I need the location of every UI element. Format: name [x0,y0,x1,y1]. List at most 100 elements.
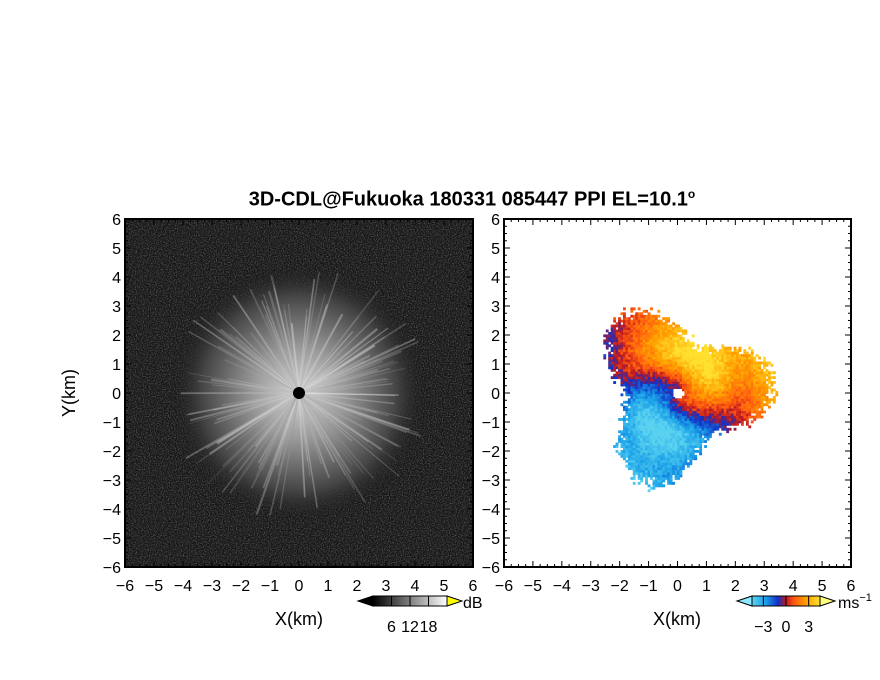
velocity-cell [706,366,710,370]
velocity-cell [640,378,644,382]
velocity-cell [672,341,676,345]
velocity-cell [679,346,683,350]
velocity-cell [736,391,739,394]
velocity-cell [743,415,747,419]
velocity-cell [704,398,707,402]
velocity-cell [650,378,653,382]
velocity-cell [642,339,646,343]
velocity-cell [733,373,737,377]
velocity-cell [701,408,705,412]
velocity-cell [650,440,653,443]
velocity-cell [706,378,710,382]
velocity-cell [699,425,703,429]
velocity-cell [726,418,730,421]
velocity-cell [679,373,683,377]
velocity-cell [618,373,621,377]
velocity-cell [694,366,698,370]
velocity-cell [763,359,766,362]
velocity-cell [716,381,720,384]
velocity-cell [672,368,676,372]
velocity-cell [674,432,678,436]
velocity-cell [706,405,710,409]
echo-ray [298,377,386,394]
velocity-cell [704,418,707,421]
velocity-cell [652,339,656,343]
velocity-cell [684,420,688,424]
velocity-cell [650,341,653,345]
velocity-cell [667,472,671,475]
velocity-cell [686,339,690,343]
velocity-cell [659,450,663,453]
velocity-cell [654,472,658,475]
echo-ray [207,392,300,485]
velocity-cell [679,467,683,471]
velocity-cell [645,359,648,362]
velocity-cell [750,386,754,389]
velocity-cell [613,361,617,365]
velocity-cell [677,459,680,463]
velocity-cell [664,413,668,416]
velocity-cell [667,400,671,404]
velocity-cell [721,376,725,380]
velocity-cell [745,398,749,402]
velocity-cell [684,332,688,335]
velocity-cell [743,405,747,409]
velocity-cell [657,437,661,441]
velocity-cell [684,415,688,419]
velocity-cell [684,349,688,353]
velocity-cell [647,408,651,412]
echo-ray [298,315,377,394]
velocity-cell [721,361,725,365]
velocity-cell [637,477,641,480]
velocity-cell [669,371,673,375]
velocity-cell [662,324,666,328]
velocity-cell [637,459,641,463]
velocity-cell [701,386,705,389]
velocity-cell [682,363,685,367]
velocity-cell [647,474,651,478]
velocity-cell [657,351,661,355]
velocity-cell [637,467,641,471]
velocity-cell [620,403,624,407]
velocity-cell [677,329,680,333]
velocity-cell [672,450,676,453]
velocity-cell [664,437,668,441]
velocity-cell [632,351,636,355]
velocity-cell [731,408,734,412]
velocity-cell [674,361,678,365]
velocity-cell [630,349,634,353]
velocity-cell [664,332,668,335]
velocity-cell [659,432,663,436]
velocity-cell [645,467,648,471]
velocity-cell [736,395,739,399]
velocity-cell [689,381,693,384]
velocity-cell [654,427,658,431]
velocity-cell [635,447,639,451]
velocity-cell [704,346,707,350]
velocity-cell [765,400,769,404]
left-xlabel: X(km) [275,609,323,629]
velocity-cell [642,432,646,436]
velocity-cell [723,413,727,416]
velocity-cell [736,351,739,355]
velocity-cell [654,420,658,424]
velocity-cell [654,408,658,412]
velocity-cell [632,356,636,360]
velocity-cell [679,462,683,466]
velocity-cell [709,363,712,367]
velocity-cell [691,452,695,456]
velocity-cell [632,405,636,409]
velocity-cell [721,381,725,384]
velocity-cell [664,442,668,446]
velocity-cell [613,329,617,333]
velocity-cell [664,373,668,377]
velocity-cell [627,457,631,461]
velocity-cell [657,376,661,380]
velocity-cell [699,351,703,355]
velocity-cell [625,422,629,426]
velocity-cell [613,319,617,323]
velocity-cell [684,383,688,387]
velocity-cell [640,332,644,335]
velocity-cell [738,395,742,399]
velocity-cell [684,341,688,345]
